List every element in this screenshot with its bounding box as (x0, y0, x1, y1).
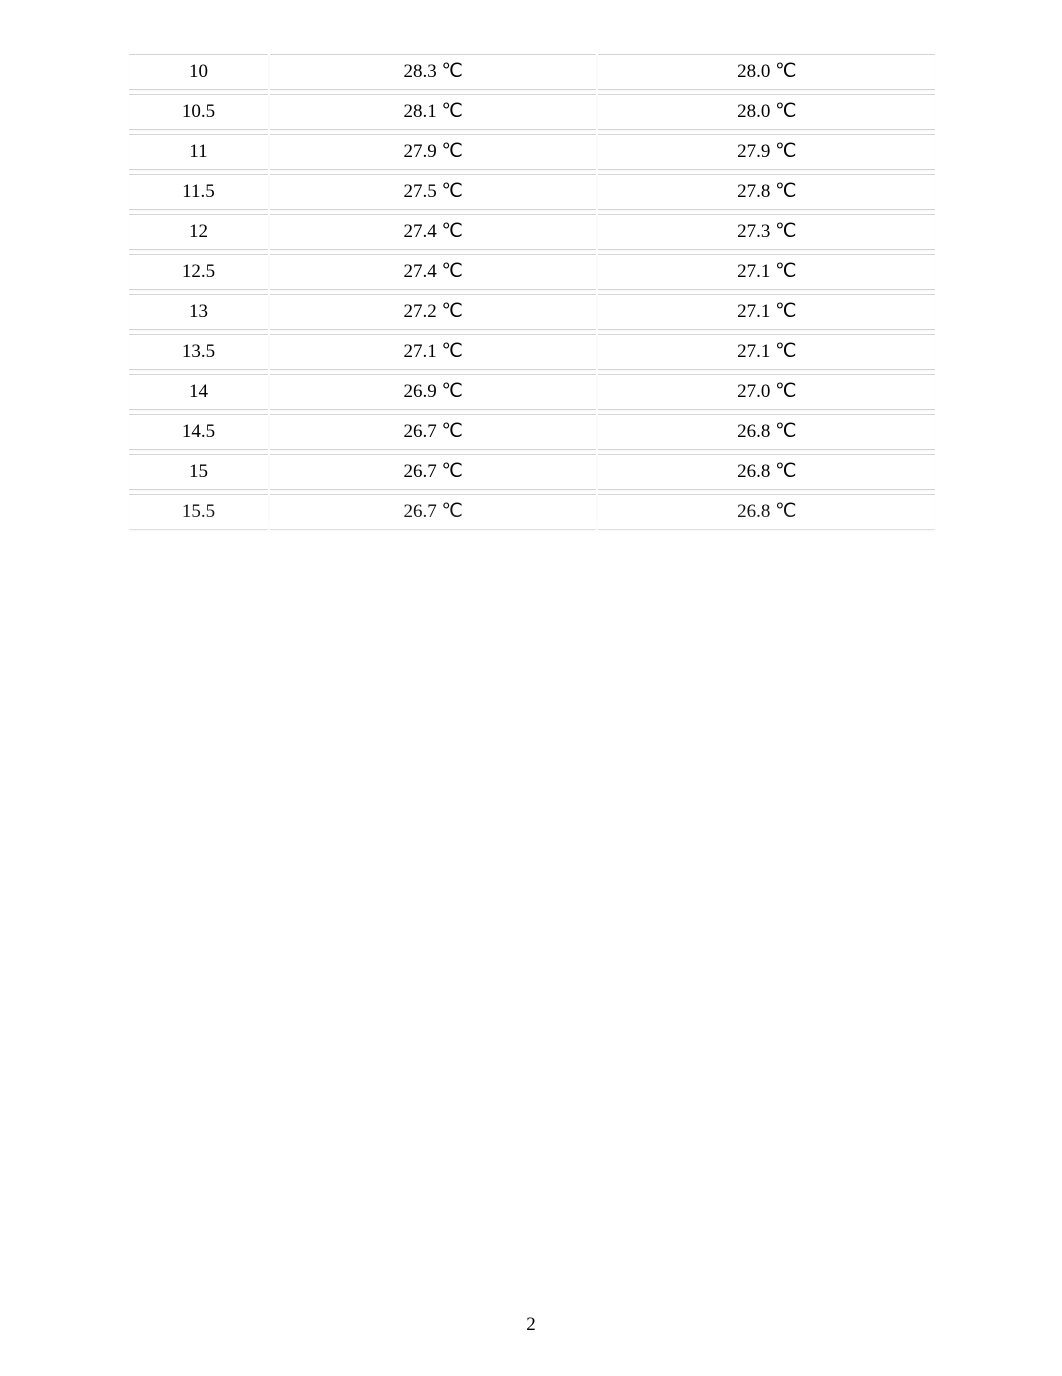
cell-index: 14.5 (129, 414, 268, 450)
data-table-container: 10 28.3 ℃ 28.0 ℃ 10.5 28.1 ℃ 28.0 ℃ 11 2… (127, 50, 937, 534)
cell-temp-b: 27.0 ℃ (598, 374, 935, 410)
cell-index: 15.5 (129, 494, 268, 530)
table-row: 14.5 26.7 ℃ 26.8 ℃ (129, 414, 935, 450)
cell-temp-b: 27.8 ℃ (598, 174, 935, 210)
cell-temp-a: 26.7 ℃ (270, 454, 597, 490)
cell-index: 10.5 (129, 94, 268, 130)
cell-temp-a: 27.9 ℃ (270, 134, 597, 170)
table-row: 11.5 27.5 ℃ 27.8 ℃ (129, 174, 935, 210)
table-row: 14 26.9 ℃ 27.0 ℃ (129, 374, 935, 410)
table-row: 11 27.9 ℃ 27.9 ℃ (129, 134, 935, 170)
cell-index: 12 (129, 214, 268, 250)
cell-temp-b: 26.8 ℃ (598, 494, 935, 530)
table-row: 15 26.7 ℃ 26.8 ℃ (129, 454, 935, 490)
cell-temp-b: 27.3 ℃ (598, 214, 935, 250)
cell-temp-b: 27.9 ℃ (598, 134, 935, 170)
cell-temp-b: 28.0 ℃ (598, 54, 935, 90)
cell-temp-b: 26.8 ℃ (598, 414, 935, 450)
cell-temp-a: 28.3 ℃ (270, 54, 597, 90)
cell-temp-a: 27.4 ℃ (270, 214, 597, 250)
table-row: 12 27.4 ℃ 27.3 ℃ (129, 214, 935, 250)
data-table-body: 10 28.3 ℃ 28.0 ℃ 10.5 28.1 ℃ 28.0 ℃ 11 2… (129, 54, 935, 530)
cell-temp-a: 28.1 ℃ (270, 94, 597, 130)
cell-temp-b: 27.1 ℃ (598, 254, 935, 290)
cell-temp-b: 27.1 ℃ (598, 294, 935, 330)
cell-index: 15 (129, 454, 268, 490)
cell-temp-a: 27.5 ℃ (270, 174, 597, 210)
table-row: 12.5 27.4 ℃ 27.1 ℃ (129, 254, 935, 290)
cell-temp-b: 26.8 ℃ (598, 454, 935, 490)
cell-index: 14 (129, 374, 268, 410)
table-row: 10.5 28.1 ℃ 28.0 ℃ (129, 94, 935, 130)
cell-index: 12.5 (129, 254, 268, 290)
cell-temp-b: 28.0 ℃ (598, 94, 935, 130)
cell-index: 13 (129, 294, 268, 330)
table-row: 13 27.2 ℃ 27.1 ℃ (129, 294, 935, 330)
table-row: 15.5 26.7 ℃ 26.8 ℃ (129, 494, 935, 530)
cell-temp-a: 27.2 ℃ (270, 294, 597, 330)
cell-index: 13.5 (129, 334, 268, 370)
data-table: 10 28.3 ℃ 28.0 ℃ 10.5 28.1 ℃ 28.0 ℃ 11 2… (127, 50, 937, 534)
cell-index: 10 (129, 54, 268, 90)
table-row: 13.5 27.1 ℃ 27.1 ℃ (129, 334, 935, 370)
table-row: 10 28.3 ℃ 28.0 ℃ (129, 54, 935, 90)
cell-temp-a: 26.7 ℃ (270, 494, 597, 530)
page-number: 2 (0, 1314, 1062, 1336)
cell-index: 11.5 (129, 174, 268, 210)
cell-temp-a: 26.7 ℃ (270, 414, 597, 450)
cell-temp-a: 27.4 ℃ (270, 254, 597, 290)
cell-index: 11 (129, 134, 268, 170)
cell-temp-b: 27.1 ℃ (598, 334, 935, 370)
cell-temp-a: 26.9 ℃ (270, 374, 597, 410)
blur-overlay (0, 500, 1062, 1376)
cell-temp-a: 27.1 ℃ (270, 334, 597, 370)
